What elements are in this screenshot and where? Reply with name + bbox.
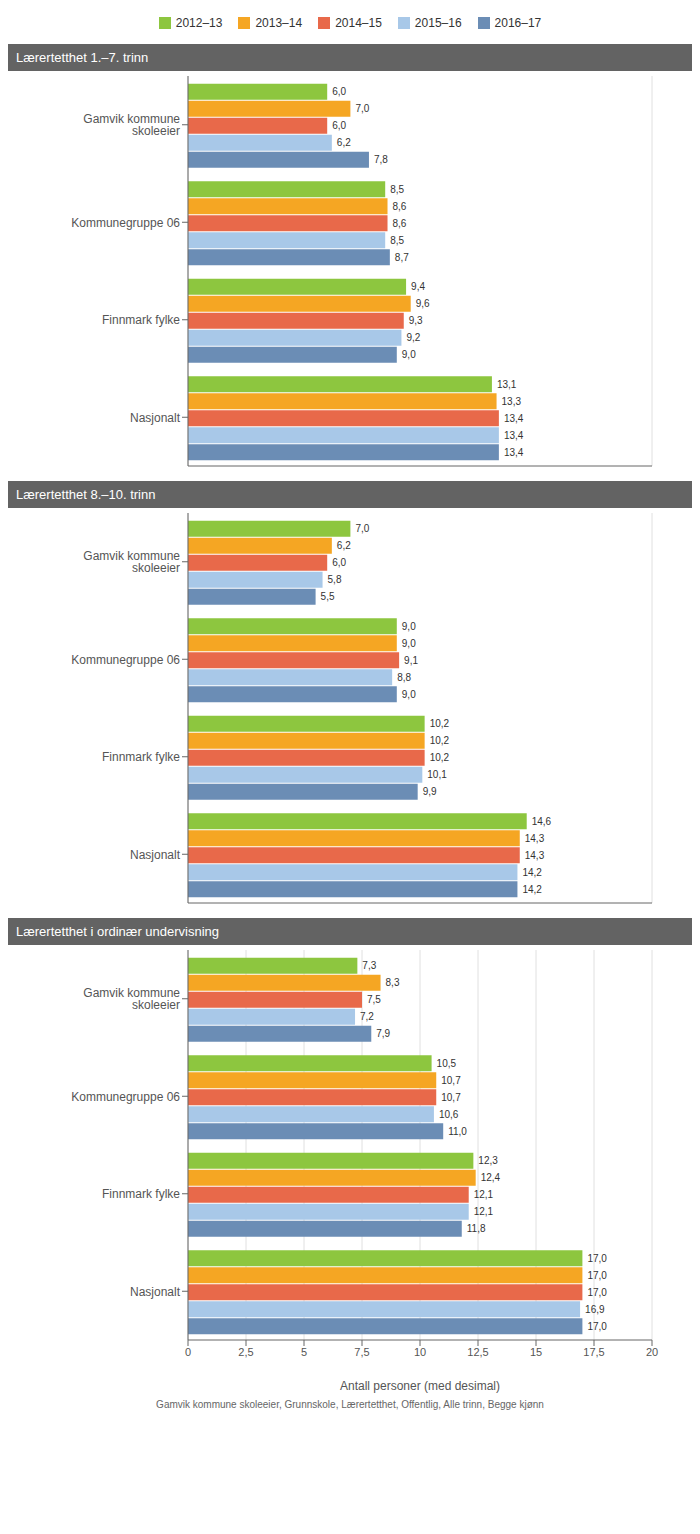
svg-text:12,1: 12,1 [474, 1206, 494, 1217]
svg-text:13,4: 13,4 [504, 447, 524, 458]
svg-text:8,5: 8,5 [390, 184, 404, 195]
svg-text:Nasjonalt: Nasjonalt [130, 1285, 181, 1299]
svg-text:Nasjonalt: Nasjonalt [130, 411, 181, 425]
svg-text:9,0: 9,0 [402, 621, 416, 632]
svg-text:8,3: 8,3 [386, 977, 400, 988]
svg-text:7,0: 7,0 [355, 523, 369, 534]
html-text:Lærertetthet 1.–7. trinn: Lærertetthet 1.–7. trinn [16, 50, 149, 65]
svg-text:7,5: 7,5 [367, 994, 381, 1005]
svg-text:8,6: 8,6 [393, 201, 407, 212]
svg-text:5,5: 5,5 [321, 591, 335, 602]
svg-text:7,8: 7,8 [374, 154, 388, 165]
svg-text:10,2: 10,2 [430, 718, 450, 729]
html-text:2015–16: 2015–16 [414, 16, 462, 30]
svg-text:10,7: 10,7 [441, 1075, 461, 1086]
svg-text:Kommunegruppe 06: Kommunegruppe 06 [71, 1090, 180, 1104]
svg-text:7,9: 7,9 [376, 1028, 390, 1039]
svg-text:7,5: 7,5 [354, 1346, 369, 1358]
svg-text:10,2: 10,2 [430, 735, 450, 746]
svg-text:Finnmark fylke: Finnmark fylke [102, 1187, 180, 1201]
svg-text:9,6: 9,6 [416, 298, 430, 309]
svg-text:9,3: 9,3 [409, 315, 423, 326]
svg-text:13,3: 13,3 [502, 396, 522, 407]
svg-text:7,0: 7,0 [355, 103, 369, 114]
svg-text:7,2: 7,2 [360, 1011, 374, 1022]
svg-text:17,0: 17,0 [587, 1321, 607, 1332]
svg-text:9,0: 9,0 [402, 689, 416, 700]
svg-text:6,2: 6,2 [337, 540, 351, 551]
svg-text:9,0: 9,0 [402, 349, 416, 360]
html-text:2012–13: 2012–13 [175, 16, 223, 30]
svg-text:10,2: 10,2 [430, 752, 450, 763]
svg-text:7,3: 7,3 [362, 960, 376, 971]
svg-text:Gamvik kommuneskoleeier: Gamvik kommuneskoleeier [83, 549, 180, 575]
svg-text:6,0: 6,0 [332, 557, 346, 568]
svg-text:5: 5 [301, 1346, 307, 1358]
svg-text:14,2: 14,2 [522, 884, 542, 895]
svg-text:16,9: 16,9 [585, 1304, 605, 1315]
svg-text:Antall personer (med desimal): Antall personer (med desimal) [340, 1379, 500, 1393]
svg-text:12,3: 12,3 [478, 1155, 498, 1166]
svg-text:14,6: 14,6 [532, 816, 552, 827]
html-text:Gamvik kommune skoleeier, Grun: Gamvik kommune skoleeier, Grunnskole, Læ… [156, 1399, 544, 1410]
svg-text:9,4: 9,4 [411, 281, 425, 292]
svg-text:10,1: 10,1 [427, 769, 447, 780]
svg-text:8,7: 8,7 [395, 252, 409, 263]
html-text:Lærertetthet i ordinær undervi: Lærertetthet i ordinær undervisning [16, 924, 220, 939]
svg-text:Kommunegruppe 06: Kommunegruppe 06 [71, 653, 180, 667]
svg-text:14,3: 14,3 [525, 850, 545, 861]
svg-text:13,4: 13,4 [504, 413, 524, 424]
svg-text:8,8: 8,8 [397, 672, 411, 683]
svg-text:12,5: 12,5 [467, 1346, 488, 1358]
svg-text:9,9: 9,9 [423, 786, 437, 797]
svg-text:6,2: 6,2 [337, 137, 351, 148]
svg-text:6,0: 6,0 [332, 86, 346, 97]
svg-text:11,8: 11,8 [467, 1223, 486, 1234]
svg-text:2,5: 2,5 [238, 1346, 253, 1358]
svg-text:9,0: 9,0 [402, 638, 416, 649]
svg-text:Kommunegruppe 06: Kommunegruppe 06 [71, 216, 180, 230]
svg-text:10,7: 10,7 [441, 1092, 461, 1103]
svg-text:Gamvik kommuneskoleeier: Gamvik kommuneskoleeier [83, 986, 180, 1012]
svg-text:17,5: 17,5 [583, 1346, 604, 1358]
svg-text:Finnmark fylke: Finnmark fylke [102, 750, 180, 764]
svg-text:17,0: 17,0 [587, 1287, 607, 1298]
svg-text:Gamvik kommuneskoleeier: Gamvik kommuneskoleeier [83, 112, 180, 138]
svg-text:12,1: 12,1 [474, 1189, 494, 1200]
svg-text:14,3: 14,3 [525, 833, 545, 844]
svg-text:10,6: 10,6 [439, 1109, 459, 1120]
svg-text:6,0: 6,0 [332, 120, 346, 131]
svg-text:12,4: 12,4 [481, 1172, 501, 1183]
svg-text:15: 15 [530, 1346, 542, 1358]
svg-text:17,0: 17,0 [587, 1270, 607, 1281]
svg-text:17,0: 17,0 [587, 1253, 607, 1264]
html-text:Lærertetthet 8.–10. trinn: Lærertetthet 8.–10. trinn [16, 487, 156, 502]
svg-text:20: 20 [646, 1346, 658, 1358]
svg-text:14,2: 14,2 [522, 867, 542, 878]
svg-text:13,1: 13,1 [497, 379, 517, 390]
svg-text:10,5: 10,5 [437, 1058, 457, 1069]
svg-text:9,2: 9,2 [406, 332, 420, 343]
svg-text:13,4: 13,4 [504, 430, 524, 441]
svg-text:8,5: 8,5 [390, 235, 404, 246]
svg-text:8,6: 8,6 [393, 218, 407, 229]
svg-text:9,1: 9,1 [404, 655, 418, 666]
svg-text:11,0: 11,0 [448, 1126, 467, 1137]
html-text:2013–14: 2013–14 [255, 16, 303, 30]
html-text:2016–17: 2016–17 [494, 16, 542, 30]
html-text:2014–15: 2014–15 [335, 16, 382, 30]
svg-text:Nasjonalt: Nasjonalt [130, 848, 181, 862]
svg-text:5,8: 5,8 [328, 574, 342, 585]
svg-text:0: 0 [185, 1346, 191, 1358]
svg-text:10: 10 [414, 1346, 426, 1358]
svg-text:Finnmark fylke: Finnmark fylke [102, 313, 180, 327]
